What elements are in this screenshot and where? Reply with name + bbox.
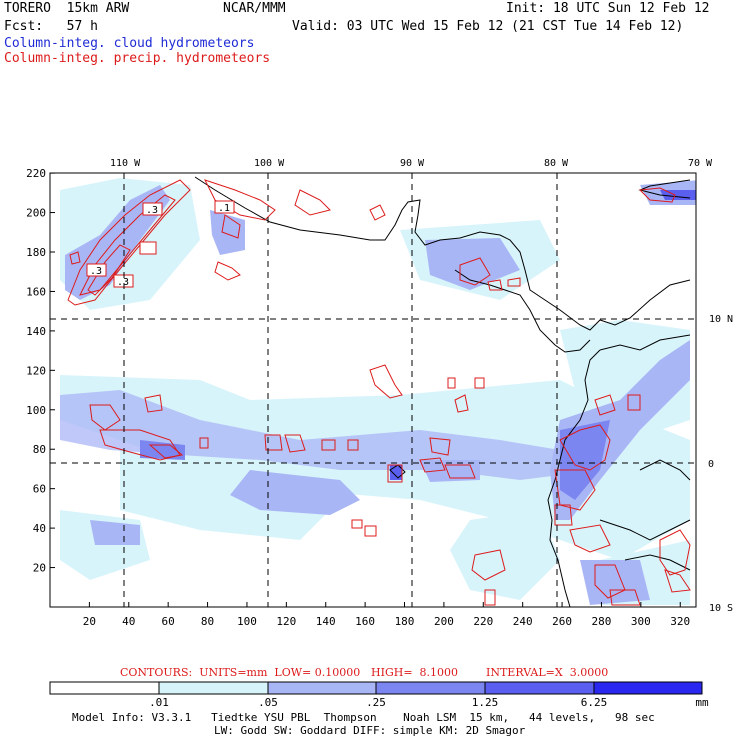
x-tick-label: 180 bbox=[395, 615, 415, 628]
lon-label: 80 W bbox=[544, 158, 569, 169]
x-tick-label: 60 bbox=[162, 615, 175, 628]
x-tick-label: 20 bbox=[83, 615, 96, 628]
y-tick-label: 80 bbox=[33, 443, 46, 456]
colorbar-label: 1.25 bbox=[472, 696, 499, 709]
lat-label: 10 S bbox=[709, 603, 733, 614]
colorbar-label: .05 bbox=[258, 696, 278, 709]
x-tick-label: 320 bbox=[670, 615, 690, 628]
x-tick-label: 300 bbox=[631, 615, 651, 628]
y-tick-label: 200 bbox=[26, 207, 46, 220]
x-tick-label: 200 bbox=[434, 615, 454, 628]
x-tick-label: 100 bbox=[237, 615, 257, 628]
y-tick-label: 120 bbox=[26, 364, 46, 377]
x-tick-label: 240 bbox=[513, 615, 533, 628]
contour-units: CONTOURS: UNITS=mm LOW= 0.10000 bbox=[120, 666, 361, 679]
y-tick-label: 100 bbox=[26, 404, 46, 417]
y-tick-label: 40 bbox=[33, 522, 46, 535]
x-tick-label: 160 bbox=[355, 615, 375, 628]
precip-contours bbox=[67, 179, 691, 606]
x-tick-label: 80 bbox=[201, 615, 214, 628]
lon-label: 100 W bbox=[254, 158, 285, 169]
max-box-labels: .3 .1 .3 .3 bbox=[86, 200, 235, 288]
y-tick-label: 160 bbox=[26, 285, 46, 298]
center-name: NCAR/MMM bbox=[223, 1, 286, 16]
y-tick-label: 140 bbox=[26, 325, 46, 338]
x-tick-label: 120 bbox=[276, 615, 296, 628]
valid-time: Valid: 03 UTC Wed 15 Feb 12 (21 CST Tue … bbox=[292, 19, 684, 34]
lon-label: 70 W bbox=[688, 158, 713, 169]
x-tick-label: 260 bbox=[552, 615, 572, 628]
x-tick-label: 280 bbox=[592, 615, 612, 628]
y-tick-label: 220 bbox=[26, 167, 46, 180]
plot-frame bbox=[49, 172, 697, 608]
box-label: .1 bbox=[218, 203, 230, 214]
model-title: TORERO 15km ARW bbox=[4, 1, 130, 16]
coastlines bbox=[194, 176, 691, 607]
x-tick-label: 40 bbox=[122, 615, 135, 628]
model-info: Model Info: V3.3.1 Tiedtke YSU PBL Thomp… bbox=[72, 711, 655, 724]
lon-label: 110 W bbox=[110, 158, 141, 169]
y-tick-label: 20 bbox=[33, 562, 46, 575]
init-time: Init: 18 UTC Sun 12 Feb 12 bbox=[506, 1, 710, 16]
lat-label: 0 bbox=[708, 459, 714, 470]
physics-info: LW: Godd SW: Goddard DIFF: simple KM: 2D… bbox=[214, 724, 526, 737]
colorbar-unit: mm bbox=[695, 696, 709, 709]
box-label: .3 bbox=[117, 277, 129, 288]
contour-high: HIGH= 8.1000 bbox=[371, 666, 459, 679]
forecast-hour: Fcst: 57 h bbox=[4, 19, 98, 34]
x-tick-label: 220 bbox=[473, 615, 493, 628]
cloud-field-title: Column-integ. cloud hydrometeors bbox=[4, 36, 255, 51]
x-tick-label: 140 bbox=[316, 615, 336, 628]
lat-lon-grid bbox=[50, 173, 696, 607]
lat-label: 10 N bbox=[709, 314, 733, 325]
colorbar-label: 6.25 bbox=[581, 696, 608, 709]
precip-field-title: Column-integ. precip. hydrometeors bbox=[4, 51, 271, 66]
contour-interval: INTERVAL=X 3.0000 bbox=[486, 666, 609, 679]
box-label: .3 bbox=[90, 266, 102, 277]
lon-label: 90 W bbox=[400, 158, 425, 169]
box-label: .3 bbox=[146, 205, 158, 216]
colorbar-label: .01 bbox=[149, 696, 169, 709]
colorbar bbox=[49, 681, 703, 695]
y-tick-label: 180 bbox=[26, 246, 46, 259]
y-tick-label: 60 bbox=[33, 483, 46, 496]
colorbar-label: .25 bbox=[366, 696, 386, 709]
